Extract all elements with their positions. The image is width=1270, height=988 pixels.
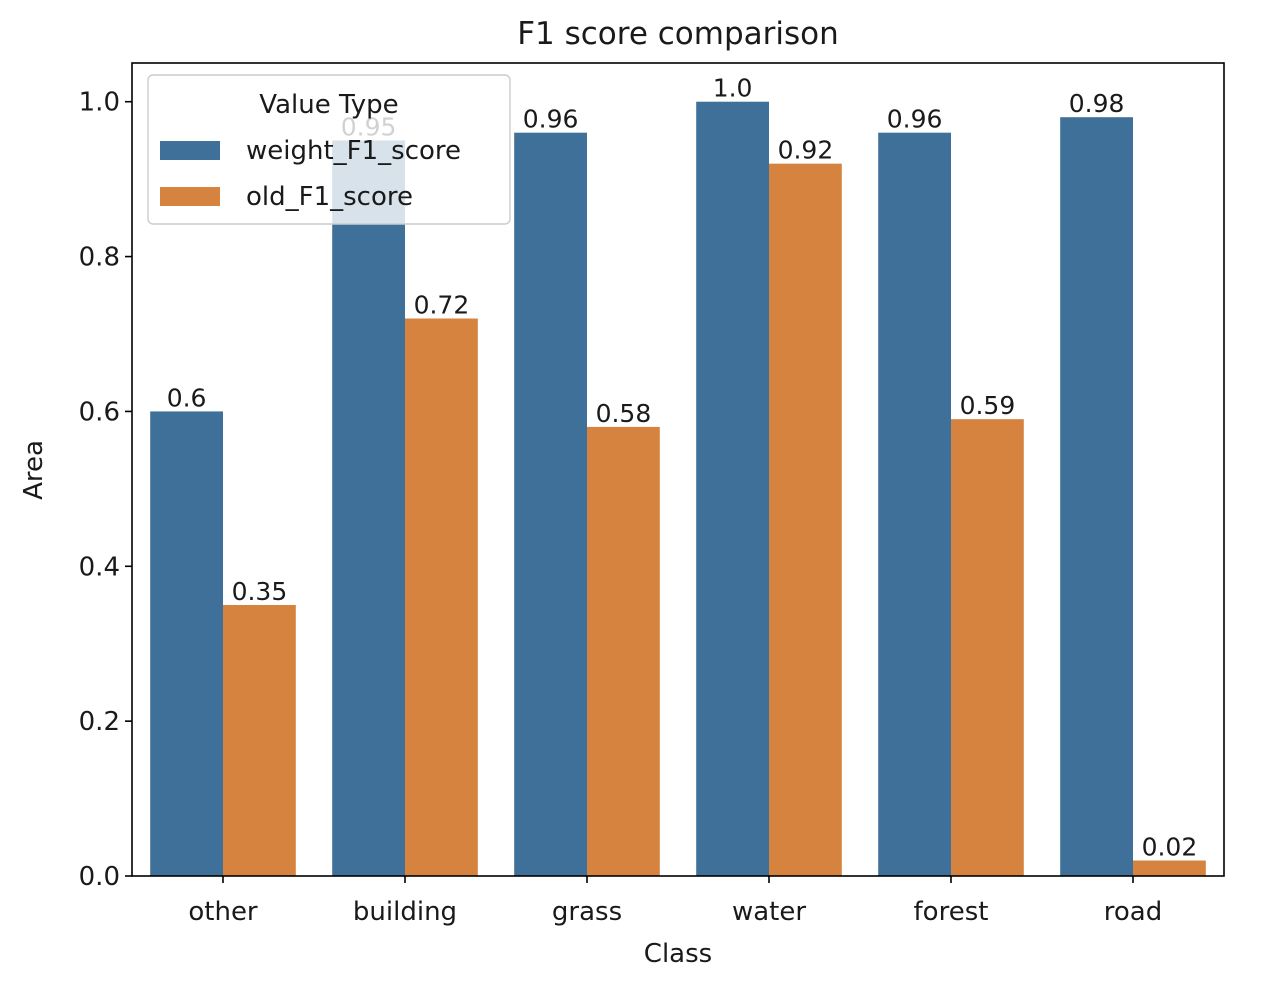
bar-old_F1_score-road: [1133, 860, 1206, 876]
bar-label-weight_F1_score-other: 0.6: [167, 383, 207, 412]
x-tick-label: road: [1104, 897, 1162, 927]
x-tick-label: grass: [552, 897, 622, 927]
bar-old_F1_score-building: [405, 318, 478, 876]
bar-old_F1_score-other: [223, 605, 296, 876]
y-axis-label: Area: [19, 440, 49, 500]
bar-weight_F1_score-other: [150, 411, 223, 876]
y-tick-label: 0.6: [79, 397, 120, 427]
bar-old_F1_score-grass: [587, 426, 660, 876]
chart-title: F1 score comparison: [517, 16, 839, 52]
bar-label-weight_F1_score-road: 0.98: [1069, 89, 1125, 118]
y-axis: 0.0 0.2 0.4 0.6 0.8 1.0: [79, 88, 132, 892]
bar-label-old_F1_score-building: 0.72: [414, 291, 470, 320]
legend-label-old: old_F1_score: [246, 182, 413, 212]
x-tick-label: other: [188, 897, 258, 927]
bars-group: [150, 101, 1206, 876]
legend-box: [147, 74, 511, 225]
bar-weight_F1_score-road: [1060, 117, 1133, 876]
bar-weight_F1_score-building: [332, 140, 405, 876]
legend-title: Value Type: [259, 90, 398, 120]
bar-label-old_F1_score-forest: 0.59: [960, 391, 1016, 420]
y-tick-label: 1.0: [79, 88, 120, 118]
bar-label-old_F1_score-road: 0.02: [1142, 833, 1198, 862]
bar-label-weight_F1_score-forest: 0.96: [887, 105, 943, 134]
y-tick-label: 0.4: [79, 552, 120, 582]
bar-label-old_F1_score-water: 0.92: [778, 136, 834, 165]
bar-weight_F1_score-forest: [878, 132, 951, 876]
bar-old_F1_score-water: [769, 163, 842, 876]
legend: Value Type weight_F1_score old_F1_score: [147, 74, 511, 225]
bar-label-old_F1_score-grass: 0.58: [596, 399, 652, 428]
plot-frame: [131, 62, 1225, 877]
bar-old_F1_score-forest: [951, 419, 1024, 876]
bar-label-weight_F1_score-grass: 0.96: [523, 105, 579, 134]
legend-swatch-old: [160, 187, 220, 206]
x-tick-label: water: [732, 897, 806, 927]
bar-label-weight_F1_score-water: 1.0: [713, 74, 753, 103]
x-tick-label: building: [353, 897, 457, 927]
legend-label-weight: weight_F1_score: [246, 136, 461, 166]
x-axis-label: Class: [644, 939, 712, 969]
y-tick-label: 0.0: [79, 862, 120, 892]
y-tick-label: 0.2: [79, 707, 120, 737]
bar-weight_F1_score-water: [696, 101, 769, 876]
x-axis: other building grass water forest road: [188, 876, 1162, 927]
y-tick-label: 0.8: [79, 243, 120, 273]
bar-label-old_F1_score-other: 0.35: [232, 577, 288, 606]
x-tick-label: forest: [914, 897, 989, 927]
legend-swatch-weight: [160, 141, 220, 160]
bar-weight_F1_score-grass: [514, 132, 587, 876]
